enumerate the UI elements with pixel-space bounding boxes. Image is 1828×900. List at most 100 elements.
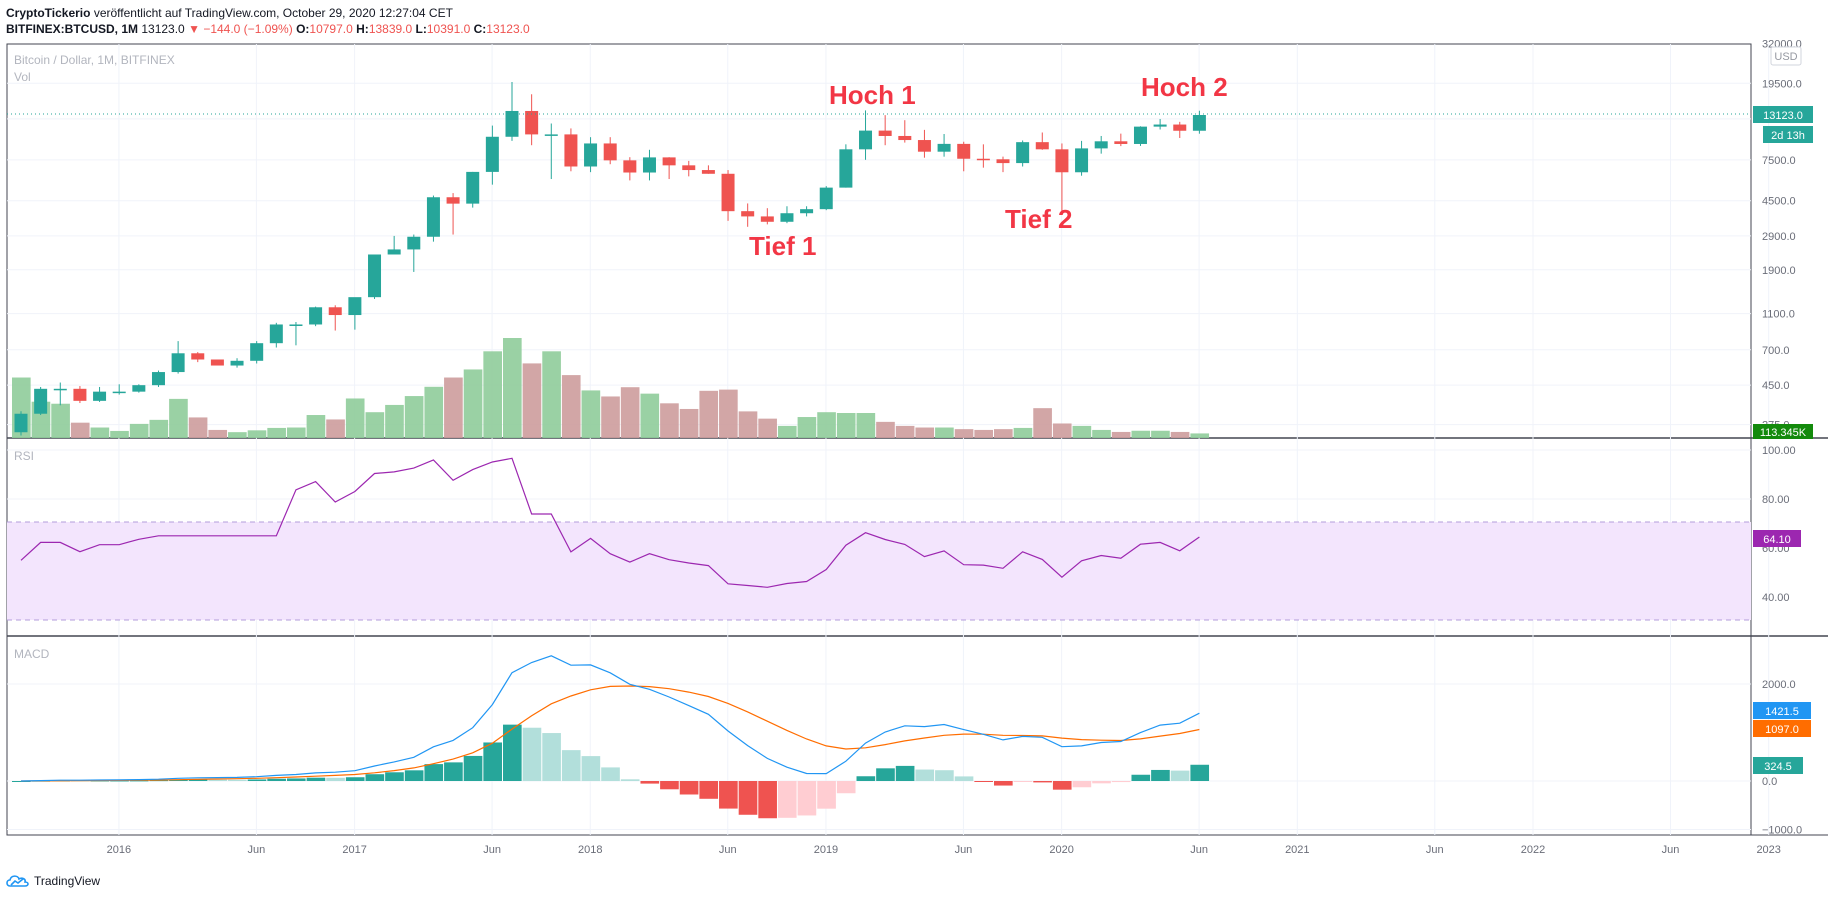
time-axis-label: 2016 xyxy=(107,844,131,856)
macd-hist-bar xyxy=(954,776,974,781)
macd-hist-bar xyxy=(1111,781,1131,783)
candle-body xyxy=(289,324,303,326)
candle-body xyxy=(800,209,814,214)
volume-bar xyxy=(1190,433,1210,438)
macd-hist-bar xyxy=(856,776,876,781)
macd-axis-label: 2000.0 xyxy=(1762,679,1796,691)
candle-body xyxy=(269,324,283,344)
symbol-label[interactable]: BITFINEX:BTCUSD, 1M xyxy=(6,22,138,36)
candle-body xyxy=(34,388,48,414)
candle-body xyxy=(564,134,578,167)
time-axis-label: 2023 xyxy=(1756,844,1780,856)
price-axis-label: 2900.0 xyxy=(1762,231,1796,243)
annotation-hoch-2: Hoch 2 xyxy=(1141,72,1228,102)
macd-hist-bar xyxy=(404,770,424,781)
rsi-value-badge xyxy=(1753,530,1801,547)
candle-body xyxy=(73,388,87,401)
macd-hist-bar xyxy=(994,781,1013,786)
macd-line xyxy=(20,655,1200,782)
macd-hist-bar xyxy=(836,781,856,794)
candle-body xyxy=(466,171,480,204)
volume-bar xyxy=(856,413,876,438)
publish-header: CryptoTickerio veröffentlicht auf Tradin… xyxy=(6,6,453,20)
volume-bar xyxy=(876,421,895,438)
rsi-value-label: 64.10 xyxy=(1763,534,1791,546)
price-axis[interactable]: 32000.019500.012500.07500.04500.02900.01… xyxy=(1762,39,1802,432)
time-axis-label: 2017 xyxy=(342,844,366,856)
candle-body xyxy=(898,135,912,141)
macd-hist-bar xyxy=(974,781,993,782)
price-axis-label: 7500.0 xyxy=(1762,155,1796,167)
volume-bar xyxy=(1170,431,1190,438)
volume-bar xyxy=(561,375,581,438)
candle-body xyxy=(584,143,598,167)
time-axis-label: 2018 xyxy=(578,844,602,856)
time-axis-label: Jun xyxy=(1662,844,1680,856)
candle-body xyxy=(112,391,126,394)
volume-bar xyxy=(129,423,149,438)
macd-hist-bar xyxy=(777,781,797,818)
volume-bar xyxy=(503,338,522,438)
macd-hist-bar xyxy=(267,778,286,781)
macd-hist-bar xyxy=(522,727,542,781)
low-value: 10391.0 xyxy=(426,22,471,36)
macd-axis-label: 0.0 xyxy=(1762,776,1777,788)
volume-bar xyxy=(1033,408,1052,438)
macd-hist-bar xyxy=(876,768,895,781)
hist-value-badge xyxy=(1753,757,1803,774)
volume-bars xyxy=(12,338,1210,438)
publisher-name[interactable]: CryptoTickerio xyxy=(6,6,91,20)
volume-bar xyxy=(306,415,326,438)
candle-body xyxy=(544,134,558,136)
symbol-header: BITFINEX:BTCUSD, 1M 13123.0 ▼ −144.0 (−1… xyxy=(6,22,530,36)
currency-badge[interactable] xyxy=(1770,46,1802,66)
time-axis[interactable]: 2016 Jun 2017 Jun 2018 Jun 2019 Jun 2020 Jun 2021 J… xyxy=(107,844,1781,856)
countdown-badge xyxy=(1763,126,1813,143)
volume-bar xyxy=(365,412,385,438)
time-axis-label: Jun xyxy=(955,844,973,856)
close-value: 13123.0 xyxy=(486,22,530,36)
candle-body xyxy=(250,343,264,361)
macd-hist-bar xyxy=(817,781,836,809)
main-pane-title: Bitcoin / Dollar, 1M, BITFINEX xyxy=(14,53,175,67)
macd-hist-bar xyxy=(640,781,660,784)
down-arrow-icon: ▼ xyxy=(188,22,200,36)
volume-bar xyxy=(267,427,286,438)
candle-body xyxy=(191,353,205,360)
candle-body xyxy=(1075,148,1089,173)
volume-bar xyxy=(1092,429,1111,438)
macd-hist-bar xyxy=(365,774,385,781)
time-axis-label: Jun xyxy=(248,844,266,856)
candle-body xyxy=(1133,126,1147,144)
time-axis-label: Jun xyxy=(1426,844,1444,856)
macd-hist-bar xyxy=(345,777,365,781)
annotation-hoch-1: Hoch 1 xyxy=(829,80,916,110)
countdown-label: 2d 13h xyxy=(1771,130,1805,142)
candle-body xyxy=(1094,141,1108,149)
volume-bar xyxy=(286,427,306,438)
volume-bar xyxy=(719,389,738,438)
time-axis-label: 2020 xyxy=(1049,844,1073,856)
currency-label: USD xyxy=(1774,51,1797,63)
volume-bar xyxy=(326,419,345,438)
macd-hist-bar xyxy=(208,779,228,781)
volume-bar xyxy=(954,429,974,438)
macd-hist-bar xyxy=(561,750,581,781)
candle-body xyxy=(701,170,715,174)
footer-brand[interactable]: TradingView xyxy=(6,874,100,888)
last-price-badge xyxy=(1753,106,1813,123)
macd-hist-bar xyxy=(679,781,699,795)
macd-hist-bar xyxy=(483,742,502,781)
volume-bar xyxy=(915,427,935,438)
price-axis-label: 4500.0 xyxy=(1762,196,1796,208)
signal-value-badge xyxy=(1753,720,1811,737)
rsi-line xyxy=(20,457,1200,588)
volume-bar xyxy=(994,429,1013,438)
candle-body xyxy=(721,173,735,212)
volume-bar xyxy=(895,425,915,438)
macd-axis[interactable]: 2000.0 0.0 −1000.0 xyxy=(1762,679,1802,837)
candle-body xyxy=(230,360,244,366)
macd-hist-bar xyxy=(601,767,620,781)
